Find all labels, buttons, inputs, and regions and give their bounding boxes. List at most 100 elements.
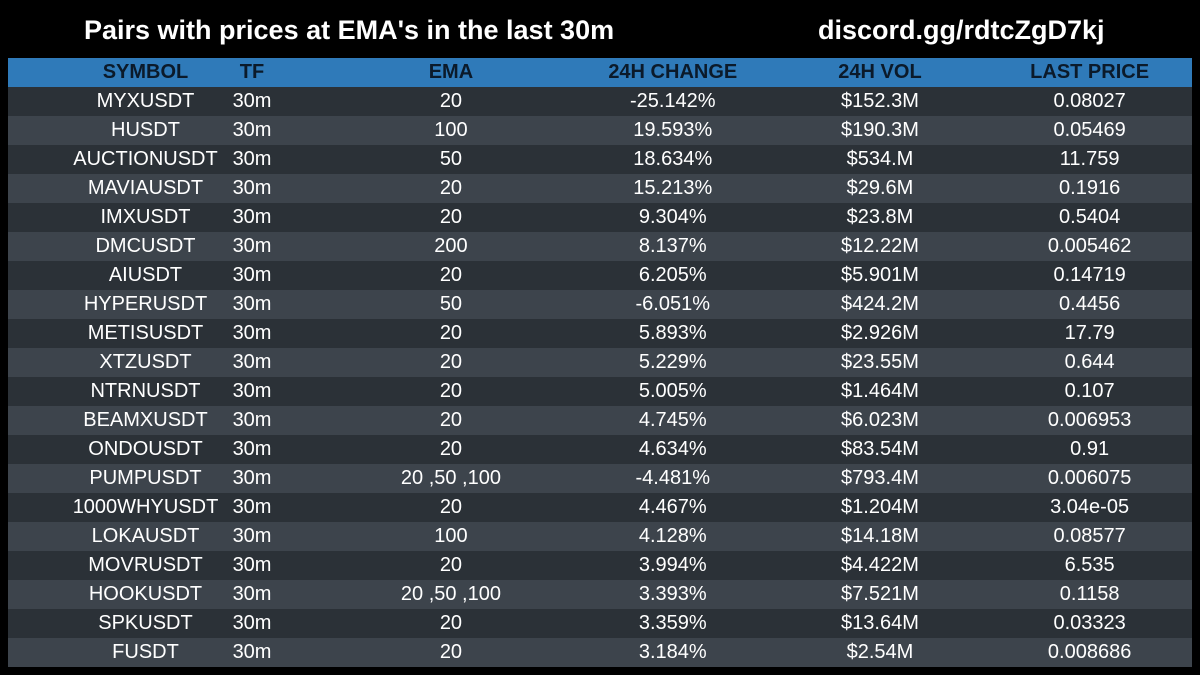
tf-cell: 30m	[232, 177, 272, 199]
table-row: MOVRUSDT 30m 20 3.994% $4.422M 6.535	[8, 551, 1192, 580]
table-row: PUMPUSDT 30m 20 ,50 ,100 -4.481% $793.4M 0.00…	[8, 464, 1192, 493]
price-cell: 0.03323	[1053, 612, 1126, 634]
table-row: HYPERUSDT 30m 50 -6.051% $424.2M 0.4456	[8, 290, 1192, 319]
table-row: DMCUSDT 30m 200 8.137% $12.22M 0.005462	[8, 232, 1192, 261]
table-row: HUSDT 30m 100 19.593% $190.3M 0.05469	[8, 116, 1192, 145]
change-cell: 18.634%	[633, 148, 713, 170]
tf-cell: 30m	[232, 293, 272, 315]
change-cell: 9.304%	[638, 206, 707, 228]
change-cell: -25.142%	[629, 90, 716, 112]
symbol-cell: NTRNUSDT	[90, 380, 201, 402]
symbol-cell: HYPERUSDT	[83, 293, 208, 315]
change-cell: -4.481%	[635, 467, 711, 489]
symbol-cell: AIUSDT	[108, 264, 183, 286]
volume-cell: $2.926M	[841, 322, 919, 344]
price-cell: 0.08027	[1053, 90, 1126, 112]
ema-cell: 20	[439, 351, 463, 373]
volume-cell: $4.422M	[841, 554, 919, 576]
ema-cell: 20	[439, 322, 463, 344]
table-body: MYXUSDT 30m 20 -25.142% $152.3M 0.08027 HUSDT 3…	[8, 87, 1192, 667]
ema-cell: 20	[439, 496, 463, 518]
volume-cell: $424.2M	[841, 293, 919, 315]
table-row: SPKUSDT 30m 20 3.359% $13.64M 0.03323	[8, 609, 1192, 638]
change-cell: 5.005%	[638, 380, 707, 402]
volume-cell: $5.901M	[841, 264, 919, 286]
tf-cell: 30m	[232, 467, 272, 489]
symbol-cell: ONDOUSDT	[88, 438, 203, 460]
symbol-cell: SPKUSDT	[98, 612, 193, 634]
tf-cell: 30m	[232, 264, 272, 286]
symbol-cell: HOOKUSDT	[88, 583, 203, 605]
ema-cell: 20	[439, 264, 463, 286]
ema-cell: 20	[439, 612, 463, 634]
symbol-cell: LOKAUSDT	[91, 525, 200, 547]
change-cell: 8.137%	[638, 235, 707, 257]
table-row: IMXUSDT 30m 20 9.304% $23.8M 0.5404	[8, 203, 1192, 232]
change-cell: 3.393%	[638, 583, 707, 605]
tf-cell: 30m	[232, 351, 272, 373]
change-cell: 15.213%	[633, 177, 713, 199]
volume-cell: $152.3M	[841, 90, 919, 112]
ema-cell: 100	[434, 119, 468, 141]
price-cell: 0.008686	[1047, 641, 1132, 663]
ema-cell: 20 ,50 ,100	[400, 467, 501, 489]
tf-cell: 30m	[232, 235, 272, 257]
ema-pairs-table: SYMBOL TF EMA 24H CHANGE 24H VOL LAST PR…	[8, 58, 1192, 667]
ema-cell: 20	[439, 177, 463, 199]
change-cell: 5.229%	[638, 351, 707, 373]
price-cell: 11.759	[1059, 148, 1120, 170]
table-row: FUSDT 30m 20 3.184% $2.54M 0.008686	[8, 638, 1192, 667]
price-cell: 0.05469	[1053, 119, 1126, 141]
volume-cell: $13.64M	[841, 612, 919, 634]
ema-cell: 50	[439, 293, 463, 315]
volume-cell: $83.54M	[841, 438, 919, 460]
price-cell: 0.08577	[1053, 525, 1126, 547]
tf-cell: 30m	[232, 525, 272, 547]
column-header-ema: EMA	[428, 61, 474, 83]
table-row: XTZUSDT 30m 20 5.229% $23.55M 0.644	[8, 348, 1192, 377]
table-header-row: SYMBOL TF EMA 24H CHANGE 24H VOL LAST PR…	[8, 58, 1192, 87]
symbol-cell: MYXUSDT	[96, 90, 195, 112]
symbol-cell: MOVRUSDT	[88, 554, 203, 576]
tf-cell: 30m	[232, 438, 272, 460]
price-cell: 0.4456	[1059, 293, 1121, 315]
ema-cell: 20	[439, 90, 463, 112]
table-row: NTRNUSDT 30m 20 5.005% $1.464M 0.107	[8, 377, 1192, 406]
tf-cell: 30m	[232, 380, 272, 402]
change-cell: 4.128%	[638, 525, 707, 547]
volume-cell: $190.3M	[841, 119, 919, 141]
tf-cell: 30m	[232, 554, 272, 576]
table-row: AUCTIONUSDT 30m 50 18.634% $534.M 11.759	[8, 145, 1192, 174]
volume-cell: $12.22M	[841, 235, 919, 257]
volume-cell: $23.55M	[841, 351, 919, 373]
table-row: BEAMXUSDT 30m 20 4.745% $6.023M 0.006953	[8, 406, 1192, 435]
symbol-cell: DMCUSDT	[95, 235, 196, 257]
change-cell: 3.994%	[638, 554, 707, 576]
price-cell: 0.644	[1064, 351, 1115, 373]
column-header-last-price: LAST PRICE	[1030, 61, 1150, 83]
ema-cell: 100	[434, 525, 468, 547]
ema-cell: 20 ,50 ,100	[400, 583, 501, 605]
symbol-cell: AUCTIONUSDT	[73, 148, 218, 170]
change-cell: 4.745%	[638, 409, 707, 431]
tf-cell: 30m	[232, 496, 272, 518]
volume-cell: $23.8M	[846, 206, 914, 228]
change-cell: -6.051%	[635, 293, 711, 315]
symbol-cell: XTZUSDT	[99, 351, 192, 373]
symbol-cell: FUSDT	[112, 641, 179, 663]
price-cell: 0.006075	[1047, 467, 1132, 489]
symbol-cell: METISUSDT	[87, 322, 204, 344]
volume-cell: $793.4M	[841, 467, 919, 489]
page-title: Pairs with prices at EMA's in the last 3…	[84, 15, 615, 45]
ema-cell: 20	[439, 554, 463, 576]
change-cell: 3.184%	[638, 641, 707, 663]
volume-cell: $14.18M	[841, 525, 919, 547]
change-cell: 6.205%	[638, 264, 707, 286]
ema-cell: 20	[439, 438, 463, 460]
table-row: MAVIAUSDT 30m 20 15.213% $29.6M 0.1916	[8, 174, 1192, 203]
column-header-24h-change: 24H CHANGE	[608, 61, 738, 83]
change-cell: 4.467%	[638, 496, 707, 518]
price-cell: 6.535	[1064, 554, 1115, 576]
tf-cell: 30m	[232, 90, 272, 112]
volume-cell: $7.521M	[841, 583, 919, 605]
